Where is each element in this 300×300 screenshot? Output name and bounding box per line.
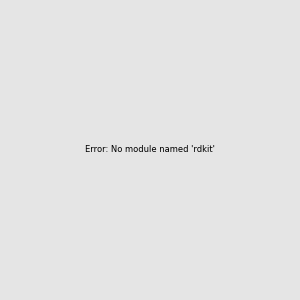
Text: Error: No module named 'rdkit': Error: No module named 'rdkit' <box>85 146 215 154</box>
